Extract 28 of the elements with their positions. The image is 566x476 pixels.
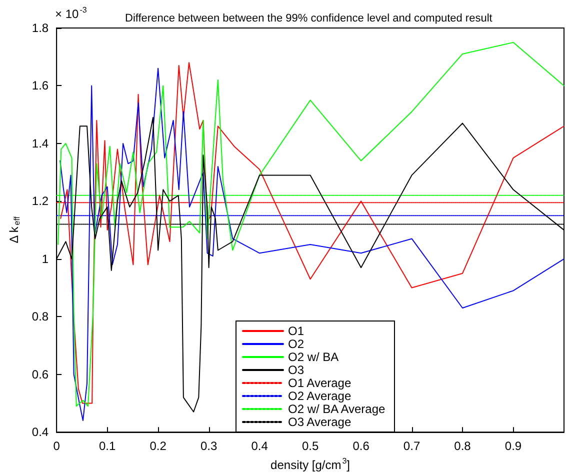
x-tick-label: 0.3: [200, 439, 218, 454]
y-tick-label: 1.2: [32, 194, 49, 208]
y-axis-title: Δ keff: [7, 216, 22, 244]
legend-label: O2 w/ BA: [288, 350, 339, 364]
legend-label: O3: [288, 363, 304, 377]
y-tick-label: 0.4: [32, 425, 49, 440]
y-tick-label: 1: [42, 252, 49, 266]
x-tick-label: 0.2: [150, 439, 167, 454]
y-tick-label: 1.6: [32, 78, 49, 93]
chart-title: Difference between between the 99% confidence level and computed result: [125, 12, 492, 24]
y-tick-label: 0.8: [32, 310, 49, 324]
legend-label: O3 Average: [288, 415, 352, 429]
legend-label: O1: [288, 324, 304, 338]
x-tick-label: 0.8: [454, 439, 472, 454]
x-tick-label: 0.1: [98, 439, 116, 454]
legend-label: O2 w/ BA Average: [288, 402, 386, 416]
x-tick-label: 0.4: [251, 439, 268, 454]
legend-label: O2: [288, 337, 304, 351]
legend-label: O1 Average: [288, 376, 352, 390]
x-tick-label: 0.7: [403, 439, 420, 454]
x-tick-label: 0.5: [302, 439, 319, 454]
x-tick-label: 0.6: [352, 439, 370, 454]
y-tick-label: 1.8: [32, 21, 49, 35]
x-tick-label: 0.9: [504, 439, 522, 454]
y-tick-label: 0.6: [32, 367, 49, 382]
legend-label: O2 Average: [288, 389, 352, 403]
x-tick-label: 0: [53, 439, 60, 454]
y-tick-label: 1.4: [32, 136, 49, 150]
